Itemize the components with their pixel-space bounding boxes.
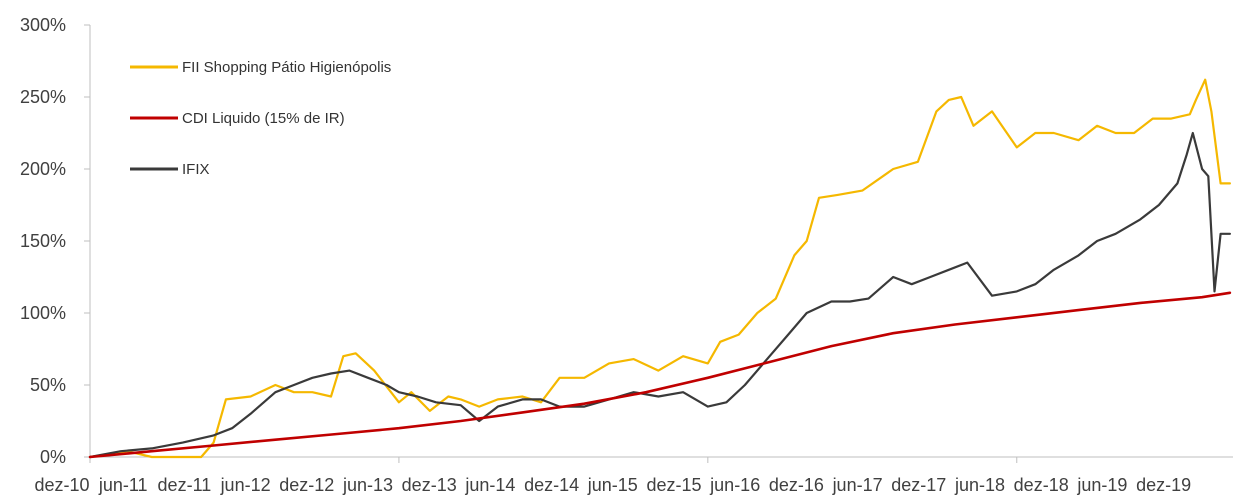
series-line-cdi-liquido (88, 291, 1232, 459)
legend-label: FII Shopping Pátio Higienópolis (182, 59, 391, 76)
series-line-fii-shopping (88, 78, 1232, 459)
legend: FII Shopping Pátio Higienópolis CDI Liqui… (130, 59, 391, 178)
y-tick-label: 0% (40, 447, 66, 467)
y-tick-label: 100% (20, 303, 66, 323)
x-tick-label: jun-14 (464, 475, 515, 495)
x-tick-label: jun-11 (98, 475, 148, 495)
x-tick-label: dez-16 (769, 475, 824, 495)
x-tick-label: dez-10 (34, 475, 89, 495)
x-axis: dez-10 jun-11 dez-11 jun-12 dez-12 jun-13 dez-… (34, 456, 1233, 495)
x-tick-label: dez-12 (279, 475, 334, 495)
x-tick-label: dez-14 (524, 475, 579, 495)
x-tick-label: dez-19 (1136, 475, 1191, 495)
x-tick-label: dez-18 (1014, 475, 1069, 495)
x-tick-label: jun-17 (832, 475, 883, 495)
x-tick-label: dez-13 (402, 475, 457, 495)
series-layer (88, 78, 1232, 459)
y-tick-label: 250% (20, 87, 66, 107)
x-tick-label: dez-17 (891, 475, 946, 495)
y-tick-label: 50% (30, 375, 66, 395)
y-tick-label: 300% (20, 15, 66, 35)
x-tick-label: jun-16 (709, 475, 760, 495)
y-tick-label: 150% (20, 231, 66, 251)
x-tick-label: dez-15 (646, 475, 701, 495)
x-tick-label: jun-15 (587, 475, 638, 495)
x-tick-label: jun-18 (954, 475, 1005, 495)
series-line-ifix (88, 131, 1232, 459)
y-tick-label: 200% (20, 159, 66, 179)
legend-label: CDI Liquido (15% de IR) (182, 110, 345, 127)
x-tick-label: jun-19 (1076, 475, 1127, 495)
x-tick-label: jun-13 (342, 475, 393, 495)
legend-label: IFIX (182, 161, 210, 178)
x-tick-label: jun-12 (220, 475, 271, 495)
y-axis: 0% 50% 100% 150% 200% 250% 300% (20, 15, 91, 467)
x-tick-label: dez-11 (158, 475, 212, 495)
